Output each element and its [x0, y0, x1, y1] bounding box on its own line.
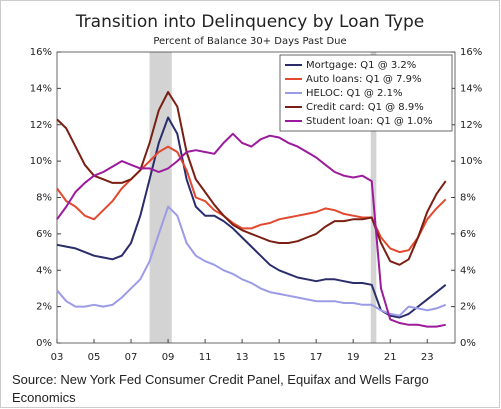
legend-box [279, 54, 453, 132]
y2-tick-label: 10% [460, 156, 482, 167]
x-tick-label: 03 [51, 352, 64, 363]
legend-label: Credit card: Q1 @ 8.9% [306, 102, 424, 113]
series-line [56, 91, 447, 266]
y2-tick-label: 6% [460, 229, 476, 240]
y-tick-label: 16% [30, 47, 52, 58]
y-tick-label: 0% [36, 338, 52, 349]
y-tick-label: 6% [36, 229, 52, 240]
chart-subtitle: Percent of Balance 30+ Days Past Due [153, 36, 346, 47]
x-tick-label: 17 [310, 352, 323, 363]
y2-tick-label: 4% [460, 265, 476, 276]
series-line [56, 205, 447, 317]
y2-tick-label: 16% [460, 47, 482, 58]
y-tick-label: 8% [36, 193, 52, 204]
series-line [56, 132, 446, 328]
source: Source: New York Fed Consumer Credit Pan… [12, 372, 429, 405]
y-tick-label: 12% [30, 120, 52, 131]
y2-tick-label: 0% [460, 338, 476, 349]
x-tick-label: 19 [347, 352, 360, 363]
y2-tick-label: 14% [460, 83, 482, 94]
series-line [56, 145, 447, 254]
y-tick-label: 14% [30, 83, 52, 94]
legend-label: Mortgage: Q1 @ 3.2% [306, 60, 416, 71]
y2-tick-label: 12% [460, 120, 482, 131]
recession-band [149, 52, 172, 343]
y-tick-label: 4% [36, 265, 52, 276]
x-tick-label: 23 [421, 352, 434, 363]
x-tick-label: 09 [162, 352, 175, 363]
y2-tick-label: 2% [460, 302, 476, 313]
x-tick-label: 05 [88, 352, 101, 363]
y-tick-label: 2% [36, 302, 52, 313]
legend-label: HELOC: Q1 @ 2.1% [306, 88, 402, 99]
legend-label: Auto loans: Q1 @ 7.9% [306, 74, 422, 85]
x-tick-label: 11 [199, 352, 212, 363]
x-tick-label: 13 [236, 352, 249, 363]
x-tick-label: 15 [273, 352, 286, 363]
x-tick-label: 21 [384, 352, 397, 363]
y-tick-label: 10% [30, 156, 52, 167]
legend-label: Student loan: Q1 @ 1.0% [306, 116, 432, 127]
chart-title: Transition into Delinquency by Loan Type [75, 12, 424, 32]
x-tick-label: 07 [125, 352, 138, 363]
y2-tick-label: 8% [460, 193, 476, 204]
